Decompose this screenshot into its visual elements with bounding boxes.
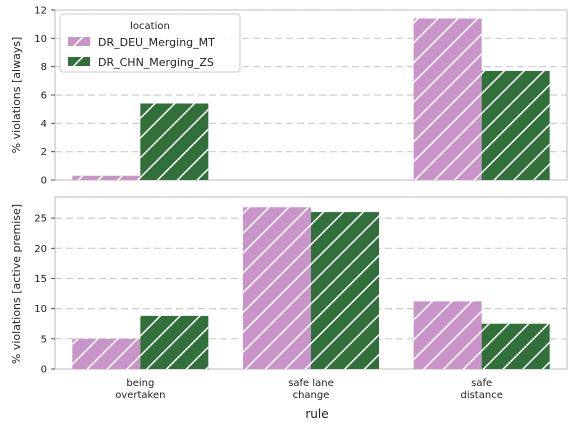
- legend-label-chn: DR_CHN_Merging_ZS: [98, 56, 214, 69]
- y-tick-label: 15: [34, 274, 47, 285]
- top-panel: 0 2 4 6 8 10 12: [34, 6, 568, 187]
- y-tick-label: 5: [41, 334, 47, 345]
- y-tick-label: 20: [34, 244, 47, 255]
- y-tick-label: 12: [34, 6, 47, 17]
- y-tick-label: 0: [41, 365, 47, 376]
- y-tick-label: 0: [41, 176, 47, 187]
- y-tick-label: 10: [34, 304, 47, 315]
- legend: location DR_DEU_Merging_MT DR_CHN_Mergin…: [59, 13, 241, 73]
- legend-title: location: [130, 21, 170, 32]
- bar-hatch: [72, 175, 141, 180]
- bar-hatch: [311, 212, 379, 369]
- y-tick-label: 4: [41, 119, 47, 130]
- y-tick-label: 10: [34, 34, 47, 45]
- y-axis-label-top: % violations [always]: [10, 37, 23, 154]
- bar-hatch: [140, 103, 209, 180]
- category-label-safe-lane-change-line2: change: [293, 390, 330, 401]
- category-label-being-overtaken-line1: being: [126, 378, 154, 389]
- legend-swatch-chn-hatch: [68, 57, 90, 66]
- legend-box: [59, 13, 241, 73]
- category-labels: being overtaken safe lane change safe di…: [115, 378, 503, 401]
- bar-hatch: [243, 207, 311, 369]
- y-tick-label: 25: [34, 214, 47, 225]
- x-axis-label: rule: [305, 407, 328, 421]
- bar-hatch: [481, 70, 550, 180]
- legend-label-deu: DR_DEU_Merging_MT: [98, 36, 215, 49]
- y-tick-label: 8: [41, 62, 47, 73]
- category-label-safe-lane-change-line1: safe lane: [288, 378, 334, 389]
- bar-hatch: [140, 315, 209, 369]
- bar-hatch: [413, 18, 482, 180]
- bottom-panel: 0 5 10 15 20 25: [34, 196, 568, 376]
- bar-hatch: [481, 323, 550, 369]
- legend-swatch-deu-hatch: [68, 37, 90, 46]
- y-axis-label-bottom: % violations [active premise]: [10, 204, 23, 364]
- category-label-safe-distance-line1: safe: [471, 378, 492, 389]
- y-tick-label: 2: [41, 147, 47, 158]
- category-label-being-overtaken-line2: overtaken: [115, 390, 165, 401]
- y-tick-label: 6: [41, 91, 47, 102]
- category-label-safe-distance-line2: distance: [460, 390, 502, 401]
- bar-hatch: [72, 338, 141, 369]
- bar-hatch: [413, 301, 482, 369]
